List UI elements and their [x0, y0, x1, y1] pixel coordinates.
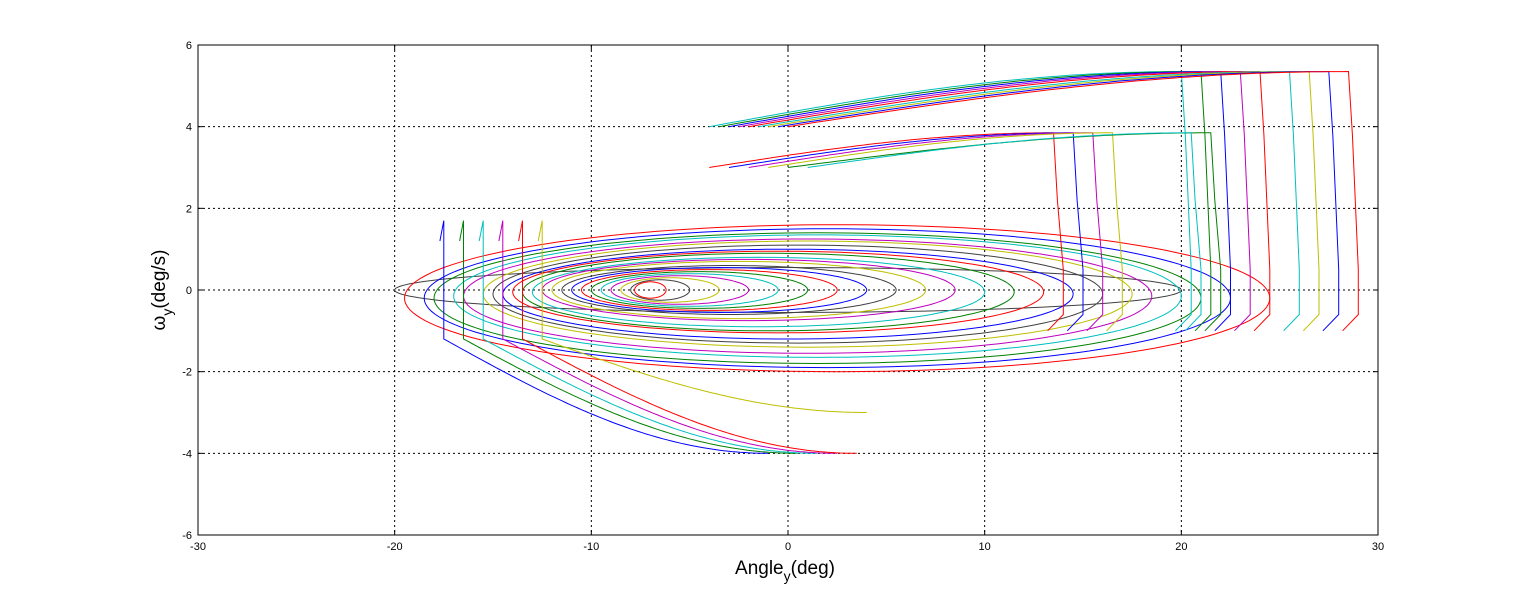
y-axis-label-sub: y — [159, 309, 175, 316]
series-line-11 — [531, 256, 986, 328]
x-tick-label: -10 — [583, 541, 599, 553]
y-tick-label: 2 — [186, 203, 192, 215]
series-line-16 — [580, 269, 838, 311]
series-line-28 — [758, 70, 1300, 332]
series-line-17 — [590, 271, 809, 309]
series-line-43 — [537, 220, 867, 413]
series-line-32 — [709, 132, 1064, 332]
series-line-9 — [512, 250, 1045, 334]
series-line-39 — [459, 220, 798, 454]
series-line-13 — [551, 260, 927, 320]
series-line-14 — [561, 265, 897, 315]
y-axis-label-unit: (deg/s) — [149, 250, 170, 309]
series-line-2 — [423, 228, 1231, 369]
series-line-30 — [778, 70, 1340, 332]
series-line-37 — [807, 132, 1202, 332]
y-tick-label: -2 — [182, 367, 192, 379]
y-tick-label: 4 — [186, 122, 192, 134]
series-line-3 — [433, 232, 1202, 365]
x-tick-label: 20 — [1175, 541, 1187, 553]
data-series — [394, 70, 1359, 454]
series-line-29 — [768, 70, 1320, 332]
y-axis-label-main: ω — [149, 315, 170, 330]
y-axis-label: ωy(deg/s) — [149, 250, 175, 331]
series-line-25 — [728, 70, 1231, 332]
x-axis-label-unit: (deg) — [791, 558, 835, 579]
series-line-18 — [600, 273, 779, 307]
series-line-1 — [403, 224, 1271, 373]
series-line-34 — [748, 132, 1104, 332]
series-line-38 — [439, 220, 769, 454]
y-tick-label: -4 — [182, 448, 192, 460]
series-line-31 — [787, 70, 1359, 332]
series-line-20 — [620, 277, 720, 303]
x-tick-label: 0 — [785, 541, 791, 553]
series-line-26 — [738, 70, 1251, 332]
series-line-42 — [518, 220, 857, 454]
series-line-0 — [394, 266, 1182, 314]
series-line-22 — [634, 281, 667, 299]
x-tick-label: 30 — [1372, 541, 1384, 553]
series-line-41 — [498, 220, 838, 454]
series-line-4 — [453, 234, 1182, 358]
x-tick-label: 10 — [979, 541, 991, 553]
series-line-23 — [709, 70, 1192, 332]
series-line-33 — [728, 132, 1084, 332]
series-line-24 — [719, 70, 1212, 332]
x-tick-label: -20 — [387, 541, 403, 553]
series-line-7 — [492, 244, 1104, 344]
y-tick-label: 6 — [186, 40, 192, 52]
y-tick-label: -6 — [182, 530, 192, 542]
x-axis-label: Angley(deg) — [735, 558, 835, 584]
y-tick-label: 0 — [186, 285, 192, 297]
series-line-19 — [610, 275, 750, 305]
x-axis-label-sub: y — [784, 568, 791, 584]
x-axis-label-main: Angle — [735, 558, 784, 579]
series-line-35 — [768, 132, 1123, 332]
series-line-27 — [748, 70, 1271, 332]
series-line-15 — [571, 266, 868, 314]
series-line-21 — [630, 279, 691, 301]
x-tick-label: -30 — [190, 541, 206, 553]
series-line-40 — [478, 220, 818, 454]
